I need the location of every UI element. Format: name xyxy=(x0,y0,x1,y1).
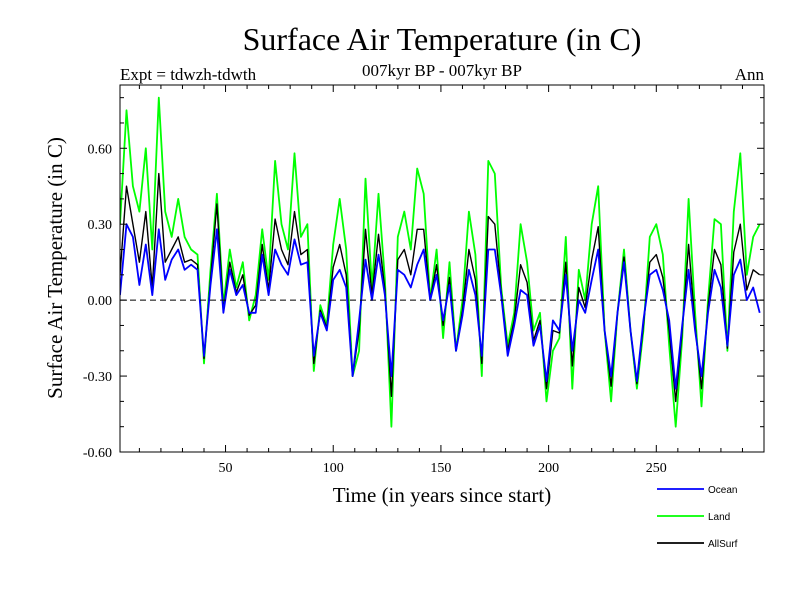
x-tick-label: 100 xyxy=(323,461,344,476)
legend-label-allsurf: AllSurf xyxy=(708,539,738,550)
legend-label-land: Land xyxy=(708,512,730,523)
y-tick-label: -0.30 xyxy=(83,370,112,385)
x-tick-label: 200 xyxy=(538,461,559,476)
y-tick-label: 0.60 xyxy=(88,142,113,157)
y-tick-label: -0.60 xyxy=(83,446,112,461)
y-axis-label: Surface Air Temperature (in C) xyxy=(43,137,67,399)
chart-title: Surface Air Temperature (in C) xyxy=(243,21,642,57)
period-label: Ann xyxy=(735,65,765,84)
y-tick-label: 0.00 xyxy=(88,294,113,309)
axis-ticks xyxy=(120,85,764,453)
plot-frame xyxy=(119,84,765,453)
series-line-ocean xyxy=(120,223,761,390)
y-tick-label: 0.30 xyxy=(88,218,113,233)
chart-subtitle: 007kyr BP - 007kyr BP xyxy=(362,61,522,80)
x-tick-labels: 50 100 150 200 250 xyxy=(219,461,667,476)
experiment-label: Expt = tdwzh-tdwth xyxy=(120,65,257,84)
legend: Ocean Land AllSurf xyxy=(657,485,738,550)
series-line-land xyxy=(120,96,761,428)
x-tick-label: 250 xyxy=(646,461,667,476)
series-layer xyxy=(120,96,761,428)
x-tick-label: 50 xyxy=(219,461,233,476)
legend-label-ocean: Ocean xyxy=(708,485,737,496)
x-axis-label: Time (in years since start) xyxy=(333,483,552,507)
y-tick-labels: -0.60 -0.30 0.00 0.30 0.60 xyxy=(83,142,112,461)
x-tick-label: 150 xyxy=(430,461,451,476)
